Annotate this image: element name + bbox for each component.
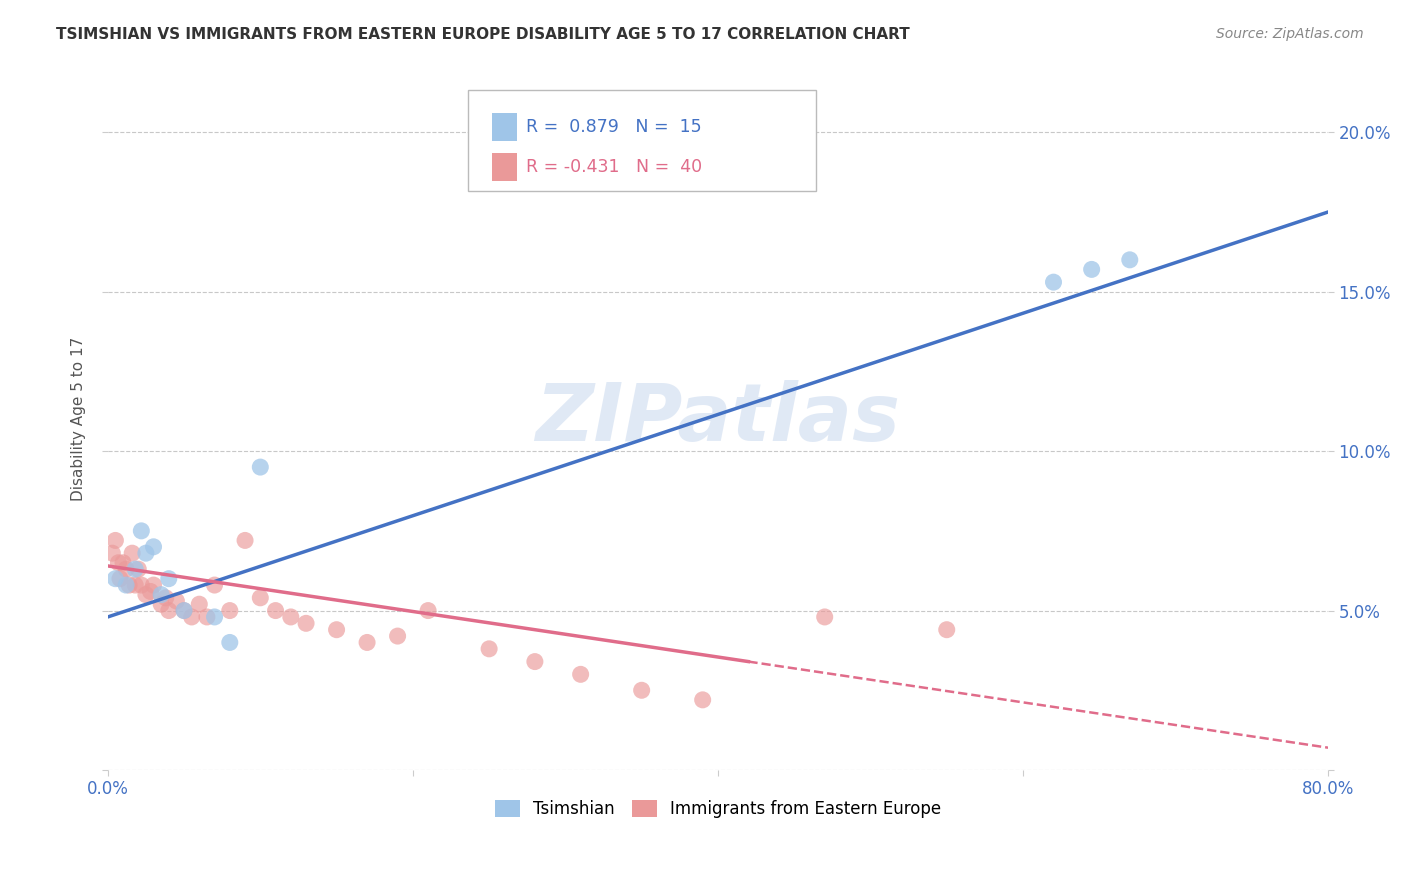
Point [204,578,226,592]
Point [131,578,153,592]
Point [387,629,409,643]
FancyBboxPatch shape [492,113,516,141]
Point [569,667,592,681]
Text: R =  0.879   N =  15: R = 0.879 N = 15 [526,119,702,136]
Point [150,597,173,611]
Point [157,603,180,617]
Point [630,683,652,698]
Point [478,641,501,656]
Point [107,556,129,570]
Point [523,655,546,669]
Y-axis label: Disability Age 5 to 17: Disability Age 5 to 17 [72,337,86,501]
Point [165,594,187,608]
Point [142,540,165,554]
Point [124,578,146,592]
Point [692,693,714,707]
Point [124,562,146,576]
Point [131,524,153,538]
Point [139,584,162,599]
Point [814,610,837,624]
Point [173,603,195,617]
Point [218,603,240,617]
Point [104,533,127,548]
Point [1119,252,1142,267]
Point [111,556,134,570]
Point [127,562,149,576]
Point [101,546,124,560]
Point [935,623,957,637]
Point [150,588,173,602]
Point [416,603,439,617]
FancyBboxPatch shape [468,89,815,191]
Point [249,460,271,475]
Point [108,572,131,586]
Text: ZIPatlas: ZIPatlas [536,380,900,458]
Text: Source: ZipAtlas.com: Source: ZipAtlas.com [1216,27,1364,41]
Point [115,562,138,576]
Point [325,623,347,637]
Point [121,546,143,560]
FancyBboxPatch shape [492,153,516,181]
Point [104,572,127,586]
Point [264,603,287,617]
Point [195,610,218,624]
Point [218,635,240,649]
Point [135,546,157,560]
Point [356,635,378,649]
Text: TSIMSHIAN VS IMMIGRANTS FROM EASTERN EUROPE DISABILITY AGE 5 TO 17 CORRELATION C: TSIMSHIAN VS IMMIGRANTS FROM EASTERN EUR… [56,27,910,42]
Point [188,597,211,611]
Point [157,572,180,586]
Point [295,616,318,631]
Legend: Tsimshian, Immigrants from Eastern Europe: Tsimshian, Immigrants from Eastern Europ… [488,793,948,825]
Text: R = -0.431   N =  40: R = -0.431 N = 40 [526,158,703,176]
Point [173,603,195,617]
Point [233,533,256,548]
Point [142,578,165,592]
Point [118,578,141,592]
Point [135,588,157,602]
Point [180,610,202,624]
Point [280,610,302,624]
Point [115,578,138,592]
Point [155,591,177,605]
Point [1080,262,1102,277]
Point [249,591,271,605]
Point [204,610,226,624]
Point [1042,275,1064,289]
